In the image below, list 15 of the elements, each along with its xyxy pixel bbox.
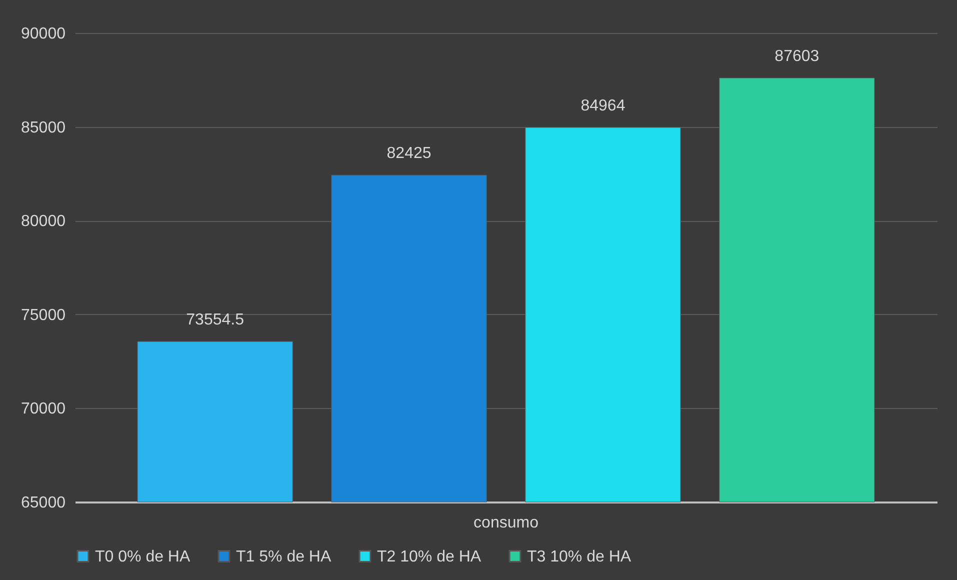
y-tick-label: 90000 [21,26,66,42]
y-tick-label: 80000 [21,213,66,230]
legend-label: T0 0% de HA [95,548,190,566]
y-tick-label: 70000 [21,400,66,418]
data-label: 82425 [386,145,432,162]
y-tick-label: 85000 [21,119,66,136]
data-label: 73554.5 [186,312,244,329]
x-tick-label: consumo [474,514,539,532]
legend-label: T1 5% de HA [236,548,332,566]
legend-label: T2 10% de HA [377,548,482,566]
y-tick-label: 75000 [21,306,66,324]
data-label: 87603 [774,48,820,65]
y-tick-label: 65000 [21,494,66,512]
data-label: 84964 [580,97,626,114]
legend-label: T3 10% de HA [527,548,632,566]
